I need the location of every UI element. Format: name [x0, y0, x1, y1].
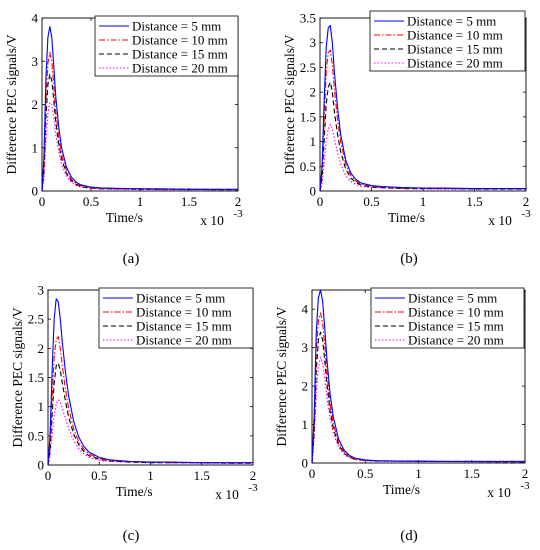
- legend-entry-3: Distance = 15 mm: [136, 319, 232, 334]
- series-line-1: [48, 298, 253, 465]
- x-tick-label: 1: [420, 194, 427, 209]
- chart-panel-c: 0 0.5 1 1.5 2 0 0.5 1 1.5 2 2.5 3 Time/s Difference P…: [10, 283, 258, 545]
- y-tick-label: 0.5: [28, 428, 44, 443]
- x-tick-label: 1: [147, 468, 154, 483]
- legend-entry-4: Distance = 20 mm: [408, 333, 504, 348]
- x-tick-label: 2: [235, 194, 242, 209]
- x-axis-multiplier: x 10: [487, 485, 511, 500]
- legend-entry-4: Distance = 20 mm: [136, 333, 232, 348]
- chart-panel-d: 0 0.5 1 1.5 2 0 1 2 3 4 Time/s Difference PEC signa…: [274, 287, 530, 544]
- y-tick-label: 1.5: [28, 370, 44, 385]
- chart-panel-b: 0 0.5 1 1.5 2 0 0.5 1 1.5 2 2.5 3 3.5 Time/s Differenc…: [282, 11, 531, 268]
- panel-label: (a): [123, 251, 140, 267]
- x-axis-multiplier-exponent: -3: [248, 482, 258, 494]
- y-tick-label: 0: [310, 184, 317, 199]
- series-line-2: [320, 49, 526, 191]
- legend-entry-2: Distance = 10 mm: [407, 28, 503, 43]
- y-tick-label: 2: [310, 85, 317, 100]
- series-line-3: [312, 331, 525, 463]
- y-tick-label: 1.5: [300, 109, 316, 124]
- y-tick-label: 0: [32, 184, 39, 199]
- x-tick-label: 0.5: [363, 194, 379, 209]
- y-tick-label: 3: [32, 54, 39, 69]
- x-axis-multiplier: x 10: [488, 213, 512, 228]
- x-axis-label: Time/s: [388, 210, 425, 225]
- x-tick-label: 1: [137, 194, 144, 209]
- x-axis-label: Time/s: [383, 482, 420, 497]
- legend-entry-1: Distance = 5 mm: [408, 291, 497, 306]
- y-tick-label: 1: [310, 134, 317, 149]
- panel-label: (b): [400, 251, 418, 267]
- series-line-1: [42, 26, 238, 191]
- y-tick-label: 4: [32, 11, 39, 26]
- y-tick-label: 3: [302, 340, 309, 355]
- legend-entry-3: Distance = 15 mm: [407, 42, 503, 57]
- x-axis-multiplier-exponent: -3: [521, 208, 531, 220]
- legend-entry-3: Distance = 15 mm: [132, 47, 228, 62]
- x-axis-label: Time/s: [106, 210, 143, 225]
- y-tick-label: 0: [38, 458, 45, 473]
- x-tick-label: 1.5: [181, 194, 197, 209]
- y-tick-label: 2.5: [300, 60, 316, 75]
- y-tick-label: 4: [302, 302, 309, 317]
- series-line-3: [320, 81, 526, 191]
- legend-entry-1: Distance = 5 mm: [132, 19, 221, 34]
- x-tick-label: 0: [45, 468, 52, 483]
- x-tick-label: 1.5: [194, 468, 210, 483]
- y-tick-label: 1: [38, 399, 45, 414]
- y-tick-label: 3.5: [300, 11, 316, 26]
- legend-entry-1: Distance = 5 mm: [136, 291, 225, 306]
- y-axis-label: Difference PEC signals/V: [274, 306, 289, 446]
- y-tick-label: 0.5: [300, 159, 316, 174]
- legend-entry-1: Distance = 5 mm: [407, 14, 496, 29]
- chart-panel-a: 0 0.5 1 1.5 2 0 1 2 3 4 Time/s Difference PEC signa…: [4, 11, 243, 268]
- x-tick-label: 2: [523, 194, 530, 209]
- y-axis-label: Difference PEC signals/V: [4, 34, 19, 174]
- x-tick-label: 1: [415, 466, 422, 481]
- x-tick-label: 1.5: [464, 466, 480, 481]
- y-tick-label: 3: [310, 35, 317, 50]
- y-tick-label: 1: [302, 417, 309, 432]
- x-axis-multiplier: x 10: [200, 213, 224, 228]
- x-tick-label: 2: [522, 466, 529, 481]
- legend-entry-2: Distance = 10 mm: [132, 33, 228, 48]
- legend-entry-2: Distance = 10 mm: [408, 305, 504, 320]
- legend-entry-2: Distance = 10 mm: [136, 305, 232, 320]
- series-line-1: [312, 290, 525, 463]
- y-tick-label: 0: [302, 456, 309, 471]
- x-axis-multiplier-exponent: -3: [233, 208, 243, 220]
- x-axis-multiplier-exponent: -3: [520, 480, 530, 492]
- panel-label: (d): [400, 528, 418, 544]
- y-tick-label: 1: [32, 140, 39, 155]
- legend-entry-3: Distance = 15 mm: [408, 319, 504, 334]
- x-tick-label: 0: [317, 194, 324, 209]
- x-tick-label: 1.5: [466, 194, 482, 209]
- x-tick-label: 2: [250, 468, 257, 483]
- y-axis-label: Difference PEC signals/V: [10, 307, 25, 447]
- y-tick-label: 2.5: [28, 312, 44, 327]
- panel-label: (c): [123, 528, 140, 544]
- y-tick-label: 2: [32, 97, 39, 112]
- x-tick-label: 0.5: [91, 468, 107, 483]
- y-tick-label: 3: [38, 283, 45, 298]
- series-line-1: [320, 24, 526, 191]
- y-axis-label: Difference PEC signals/V: [282, 34, 297, 174]
- x-axis-label: Time/s: [116, 484, 153, 499]
- y-tick-label: 2: [302, 379, 309, 394]
- x-tick-label: 0.5: [83, 194, 99, 209]
- y-tick-label: 2: [38, 341, 45, 356]
- series-line-4: [320, 123, 526, 191]
- x-tick-label: 0: [39, 194, 46, 209]
- legend-entry-4: Distance = 20 mm: [407, 56, 503, 71]
- x-tick-label: 0.5: [357, 466, 373, 481]
- x-axis-multiplier: x 10: [215, 487, 239, 502]
- legend-entry-4: Distance = 20 mm: [132, 61, 228, 76]
- x-tick-label: 0: [309, 466, 316, 481]
